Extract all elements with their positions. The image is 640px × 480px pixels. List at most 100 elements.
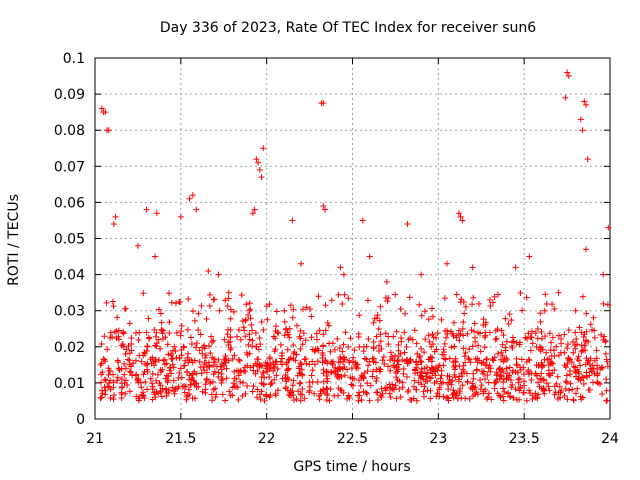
data-point bbox=[378, 393, 385, 400]
data-point bbox=[203, 359, 210, 366]
data-point bbox=[420, 388, 427, 395]
data-point bbox=[178, 322, 185, 329]
data-point bbox=[246, 350, 253, 357]
data-point bbox=[506, 311, 513, 318]
data-point bbox=[320, 203, 327, 210]
data-point bbox=[435, 363, 442, 370]
data-point bbox=[573, 336, 580, 343]
data-point bbox=[243, 316, 250, 323]
data-point bbox=[483, 356, 490, 363]
data-point bbox=[485, 390, 492, 397]
data-point bbox=[122, 305, 129, 312]
data-point bbox=[314, 378, 321, 385]
data-point bbox=[324, 386, 331, 393]
data-point bbox=[481, 344, 488, 351]
data-point bbox=[412, 359, 419, 366]
data-point bbox=[392, 291, 399, 298]
data-point bbox=[575, 368, 582, 375]
data-point bbox=[378, 346, 385, 353]
data-point bbox=[231, 368, 238, 375]
data-point bbox=[337, 264, 344, 271]
data-point bbox=[506, 373, 513, 380]
data-point bbox=[119, 341, 126, 348]
data-point bbox=[347, 335, 354, 342]
data-point bbox=[396, 386, 403, 393]
data-point bbox=[109, 334, 116, 341]
data-point bbox=[227, 326, 234, 333]
data-point bbox=[260, 327, 267, 334]
data-point bbox=[283, 361, 290, 368]
data-point bbox=[444, 381, 451, 388]
data-point bbox=[341, 291, 348, 298]
data-point bbox=[523, 294, 530, 301]
data-point bbox=[126, 320, 133, 327]
data-point bbox=[582, 246, 589, 253]
data-point bbox=[594, 379, 601, 386]
data-point bbox=[474, 355, 481, 362]
data-point bbox=[579, 373, 586, 380]
data-point bbox=[369, 373, 376, 380]
data-point bbox=[193, 340, 200, 347]
data-point bbox=[266, 354, 273, 361]
data-point bbox=[378, 385, 385, 392]
data-point bbox=[427, 353, 434, 360]
data-point bbox=[122, 350, 129, 357]
data-point bbox=[311, 361, 318, 368]
data-point bbox=[111, 328, 118, 335]
data-point bbox=[230, 308, 237, 315]
data-point bbox=[168, 352, 175, 359]
data-point bbox=[554, 373, 561, 380]
data-point bbox=[459, 325, 466, 332]
data-point bbox=[140, 371, 147, 378]
data-point bbox=[545, 362, 552, 369]
data-point bbox=[481, 334, 488, 341]
data-point bbox=[201, 367, 208, 374]
x-tick-label: 23.5 bbox=[509, 431, 540, 447]
data-point bbox=[317, 388, 324, 395]
data-point bbox=[281, 318, 288, 325]
data-point bbox=[473, 389, 480, 396]
data-point bbox=[399, 384, 406, 391]
data-point bbox=[482, 376, 489, 383]
data-point bbox=[244, 362, 251, 369]
data-point bbox=[103, 299, 110, 306]
x-tick-label: 22 bbox=[258, 431, 276, 447]
data-point bbox=[366, 397, 373, 404]
data-point bbox=[151, 389, 158, 396]
data-point bbox=[527, 390, 534, 397]
data-point bbox=[199, 350, 206, 357]
data-point bbox=[359, 217, 366, 224]
data-point bbox=[572, 345, 579, 352]
data-point bbox=[561, 362, 568, 369]
data-point bbox=[484, 394, 491, 401]
data-point bbox=[324, 378, 331, 385]
data-point bbox=[242, 317, 249, 324]
data-point bbox=[249, 337, 256, 344]
data-point bbox=[458, 296, 465, 303]
data-point bbox=[369, 355, 376, 362]
data-point bbox=[237, 336, 244, 343]
data-point bbox=[374, 312, 381, 319]
data-point bbox=[268, 380, 275, 387]
data-point bbox=[590, 314, 597, 321]
data-point bbox=[286, 334, 293, 341]
data-point bbox=[164, 341, 171, 348]
data-point bbox=[504, 356, 511, 363]
data-point bbox=[576, 357, 583, 364]
y-tick-label: 0.1 bbox=[63, 51, 85, 67]
data-point bbox=[422, 336, 429, 343]
data-point bbox=[545, 383, 552, 390]
data-point bbox=[320, 387, 327, 394]
data-point bbox=[480, 368, 487, 375]
data-point bbox=[181, 344, 188, 351]
data-point bbox=[387, 394, 394, 401]
data-point bbox=[466, 346, 473, 353]
data-point bbox=[379, 357, 386, 364]
data-point bbox=[152, 394, 159, 401]
data-point bbox=[229, 392, 236, 399]
data-point bbox=[376, 365, 383, 372]
data-point bbox=[461, 310, 468, 317]
data-point bbox=[416, 301, 423, 308]
data-point bbox=[455, 327, 462, 334]
data-point bbox=[564, 341, 571, 348]
